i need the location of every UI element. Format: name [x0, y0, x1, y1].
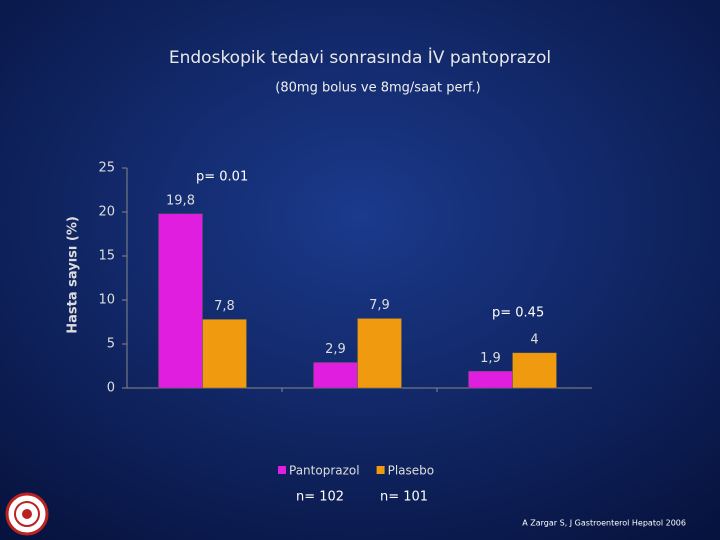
legend-label: Pantoprazol: [289, 464, 360, 478]
bar: [202, 319, 247, 389]
y-tick-label: 0: [107, 381, 115, 396]
value-label: 19,8: [166, 193, 195, 208]
sample-size: n= 101: [380, 490, 428, 505]
annotation: p= 0.01: [196, 170, 248, 185]
y-tick-label: 25: [98, 161, 115, 176]
bar: [468, 371, 513, 389]
bar: [158, 213, 203, 389]
legend-swatch: [278, 466, 286, 474]
bar: [512, 352, 557, 389]
value-label: 2,9: [325, 342, 346, 357]
bar: [357, 318, 402, 389]
legend-swatch: [376, 466, 385, 474]
bar: [313, 362, 358, 389]
value-label: 7,8: [214, 299, 235, 314]
legend-label: Plasebo: [388, 464, 435, 478]
value-label: 4: [530, 332, 538, 347]
sample-size: n= 102: [296, 490, 344, 505]
y-tick-label: 15: [98, 249, 115, 264]
y-tick-label: 20: [98, 205, 115, 220]
y-tick-label: 10: [98, 293, 115, 308]
chart-title: Endoskopik tedavi sonrasında İV pantopra…: [169, 47, 551, 68]
annotation: p= 0.45: [492, 306, 544, 321]
y-tick-label: 5: [107, 337, 115, 352]
logo: [5, 492, 49, 536]
value-label: 7,9: [369, 298, 390, 313]
source: A Zargar S, J Gastroenterol Hepatol 2006: [522, 519, 686, 528]
value-label: 1,9: [480, 351, 501, 366]
chart-subtitle: (80mg bolus ve 8mg/saat perf.): [275, 81, 480, 96]
y-axis-label: Hasta sayısı (%): [66, 216, 81, 334]
